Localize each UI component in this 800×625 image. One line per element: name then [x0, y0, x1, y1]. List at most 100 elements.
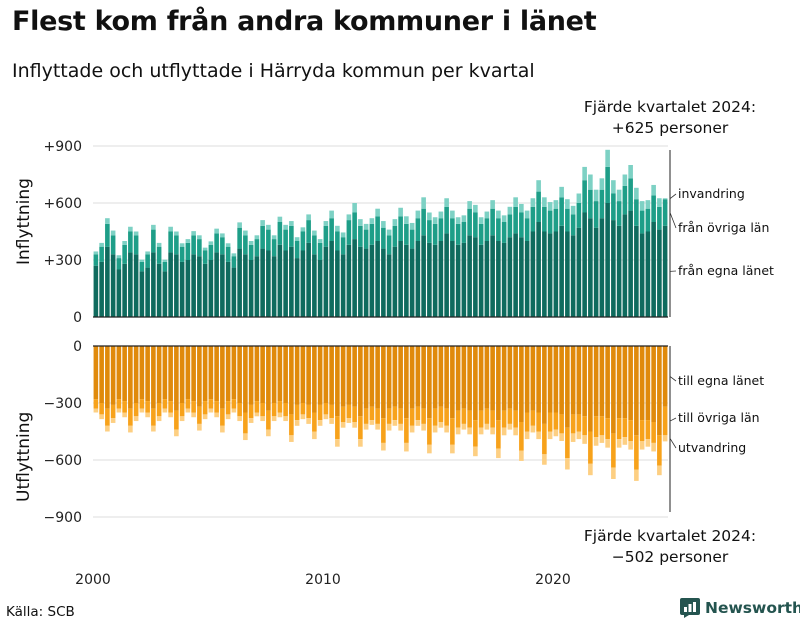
bar-outflow-emigration [162, 408, 168, 413]
bar-inflow-immigration [392, 219, 398, 226]
bar-inflow-own-county [202, 263, 208, 317]
bar-inflow-other-counties [306, 220, 311, 243]
bar-outflow-other-counties [156, 403, 162, 417]
bar-outflow-other-counties [553, 412, 559, 430]
bar-inflow-other-counties [501, 222, 507, 243]
bar-inflow-own-county [294, 258, 300, 317]
bar-outflow-own-county [605, 346, 610, 419]
bar-inflow-other-counties [128, 231, 133, 253]
y-tick-label-outflow: −900 [44, 510, 82, 526]
bar-inflow-own-county [271, 256, 277, 317]
bar-outflow-other-counties [363, 408, 369, 424]
bar-outflow-emigration [283, 416, 288, 422]
bar-outflow-own-county [398, 346, 403, 409]
annotation-outflow-value: −502 personer [611, 548, 729, 566]
bar-outflow-own-county [323, 346, 329, 403]
x-tick-label: 2010 [305, 572, 341, 588]
bar-inflow-own-county [409, 248, 415, 317]
bar-inflow-other-counties [599, 189, 605, 219]
bar-inflow-own-county [530, 231, 536, 317]
bar-inflow-immigration [312, 230, 317, 236]
bar-outflow-own-county [409, 346, 415, 409]
bar-outflow-own-county [300, 346, 306, 403]
bar-outflow-other-counties [559, 414, 564, 434]
bar-inflow-immigration [628, 165, 633, 179]
bar-inflow-other-counties [461, 222, 467, 243]
bar-inflow-own-county [317, 260, 323, 317]
bar-inflow-own-county [490, 235, 495, 317]
bar-inflow-own-county [565, 231, 570, 317]
bar-outflow-emigration [208, 408, 214, 413]
bar-outflow-emigration [616, 439, 622, 448]
bar-inflow-immigration [559, 186, 564, 198]
bar-outflow-own-county [335, 346, 340, 417]
bar-inflow-immigration [651, 184, 656, 196]
y-tick-label-inflow: +600 [44, 196, 82, 212]
bar-outflow-own-county [248, 346, 254, 405]
bar-inflow-immigration [611, 180, 616, 194]
bar-outflow-other-counties [174, 410, 179, 430]
bar-inflow-other-counties [122, 244, 127, 264]
bar-inflow-immigration [490, 200, 495, 209]
bar-outflow-emigration [289, 435, 294, 442]
bar-inflow-other-counties [260, 225, 265, 249]
bar-outflow-emigration [513, 427, 518, 436]
bar-inflow-own-county [622, 214, 628, 317]
bar-inflow-other-counties [237, 227, 242, 249]
bar-inflow-other-counties [220, 237, 225, 255]
bar-inflow-own-county [455, 244, 461, 317]
series-label-outflow: utvandring [678, 440, 746, 455]
bar-inflow-immigration [605, 149, 610, 167]
bar-inflow-other-counties [507, 214, 513, 238]
bar-inflow-own-county [335, 250, 340, 317]
bar-inflow-other-counties [225, 246, 231, 262]
bar-inflow-own-county [139, 271, 145, 317]
bar-outflow-other-counties [570, 414, 576, 434]
bar-outflow-own-county [599, 346, 605, 417]
bar-inflow-immigration [300, 227, 306, 232]
bar-inflow-other-counties [657, 206, 662, 230]
bar-outflow-other-counties [478, 410, 484, 428]
bar-outflow-emigration [197, 423, 202, 431]
bar-outflow-other-counties [254, 401, 260, 413]
bar-outflow-other-counties [128, 408, 133, 426]
bar-inflow-other-counties [197, 239, 202, 257]
bar-inflow-own-county [260, 248, 265, 317]
series-label-outflow: till övriga län [678, 410, 760, 425]
bar-outflow-own-county [507, 346, 513, 409]
bar-inflow-own-county [467, 235, 472, 317]
bar-outflow-own-county [214, 346, 219, 402]
bar-inflow-other-counties [185, 242, 191, 260]
bar-outflow-own-county [565, 346, 570, 428]
bar-outflow-emigration [444, 425, 449, 433]
bar-outflow-emigration [266, 429, 271, 437]
bar-outflow-own-county [174, 346, 179, 411]
bar-outflow-other-counties [582, 416, 587, 436]
bar-inflow-other-counties [277, 222, 283, 245]
bar-outflow-emigration [432, 425, 438, 433]
bar-outflow-own-county [289, 346, 294, 415]
bar-outflow-emigration [110, 418, 116, 423]
bar-inflow-immigration [271, 235, 277, 240]
bar-inflow-immigration [99, 242, 104, 247]
bar-inflow-own-county [570, 235, 576, 317]
bar-outflow-own-county [524, 346, 530, 413]
bar-inflow-immigration [289, 221, 294, 226]
bar-inflow-own-county [156, 263, 162, 317]
bar-outflow-other-counties [346, 404, 352, 419]
bar-inflow-immigration [427, 212, 432, 221]
bar-outflow-other-counties [185, 399, 191, 409]
y-tick-label-inflow: +300 [44, 253, 82, 269]
bar-inflow-own-county [421, 235, 426, 317]
bar-outflow-other-counties [317, 404, 323, 421]
bar-outflow-other-counties [599, 416, 605, 436]
bar-outflow-emigration [185, 408, 191, 413]
bar-outflow-emigration [605, 439, 610, 448]
bar-inflow-other-counties [363, 229, 369, 249]
bar-outflow-own-county [450, 346, 455, 419]
bar-inflow-other-counties [145, 254, 150, 268]
bar-outflow-other-counties [444, 408, 449, 426]
bar-outflow-own-county [306, 346, 311, 405]
bar-inflow-immigration [151, 224, 156, 230]
bar-inflow-own-county [588, 218, 593, 317]
